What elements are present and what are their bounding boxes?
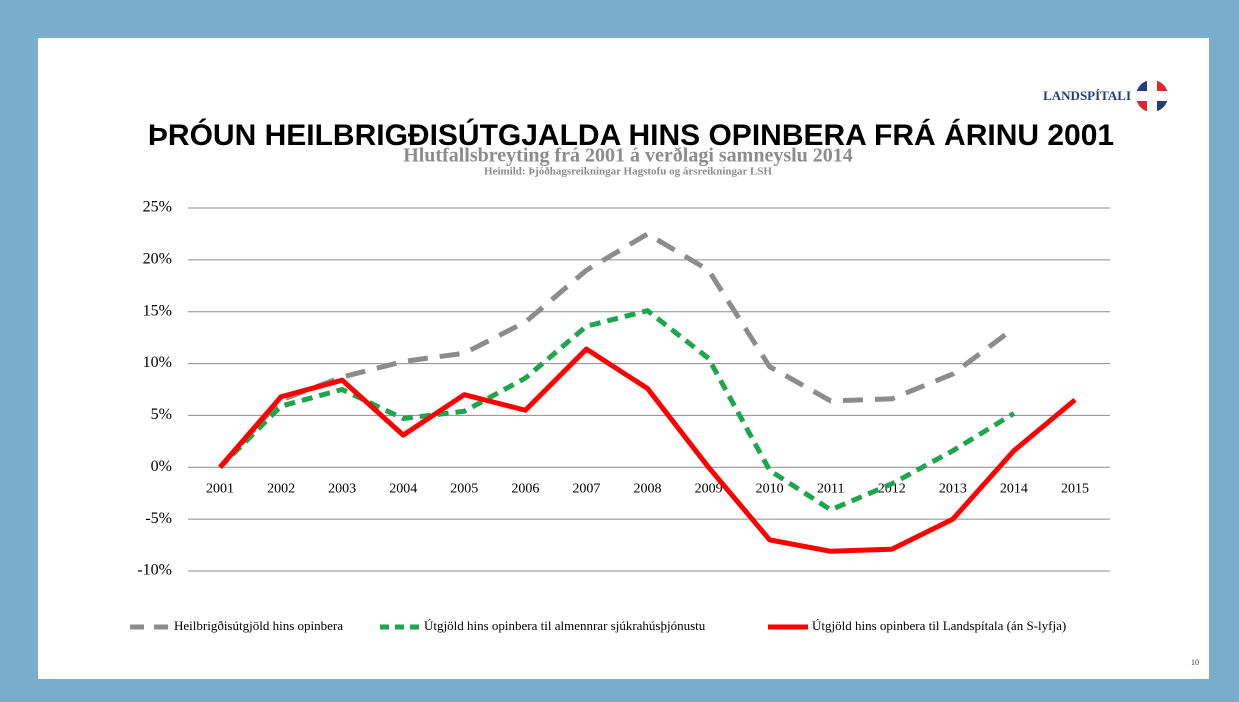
y-tick-label: 20% (143, 251, 172, 268)
series-line (218, 308, 1016, 513)
y-tick-label: 15% (143, 302, 172, 319)
series-line (218, 231, 1016, 469)
series-line (218, 346, 1077, 554)
logo-text: LANDSPÍTALI (1043, 88, 1131, 103)
legend-label: Heilbrigðisútgjöld hins opinbera (174, 618, 343, 633)
y-tick-label: 5% (151, 406, 172, 423)
x-tick-label: 2007 (572, 482, 600, 497)
page-number: 10 (1191, 658, 1199, 667)
y-tick-label: -5% (145, 510, 172, 527)
x-tick-label: 2001 (206, 482, 234, 497)
x-tick-label: 2009 (695, 482, 723, 497)
chart-subtitle: Hlutfallsbreyting frá 2001 á verðlagi sa… (403, 145, 853, 167)
x-tick-label: 2013 (939, 482, 967, 497)
x-tick-label: 2005 (450, 482, 478, 497)
x-tick-label: 2004 (389, 482, 417, 497)
y-tick-label: 25% (143, 199, 172, 216)
x-tick-label: 2002 (267, 482, 295, 497)
x-tick-label: 2015 (1061, 482, 1089, 497)
x-tick-label: 2008 (634, 482, 662, 497)
y-tick-label: -10% (137, 562, 172, 579)
legend-label: Útgjöld hins opinbera til almennrar sjúk… (424, 618, 706, 633)
chart-source: Heimild: Þjóðhagsreikningar Hagstofu og … (484, 166, 772, 178)
legend-label: Útgjöld hins opinbera til Landspítala (á… (812, 618, 1066, 633)
y-tick-label: 0% (151, 458, 172, 475)
x-tick-label: 2010 (756, 482, 784, 497)
y-tick-label: 10% (143, 354, 172, 371)
logo-icon (1136, 80, 1168, 112)
x-tick-label: 2003 (328, 482, 356, 497)
x-tick-label: 2011 (817, 482, 844, 497)
slide-background (38, 38, 1209, 679)
x-tick-label: 2006 (511, 482, 539, 497)
chart-title: ÞRÓUN HEILBRIGÐISÚTGJALDA HINS OPINBERA … (148, 118, 1114, 152)
x-tick-label: 2014 (1000, 482, 1028, 497)
